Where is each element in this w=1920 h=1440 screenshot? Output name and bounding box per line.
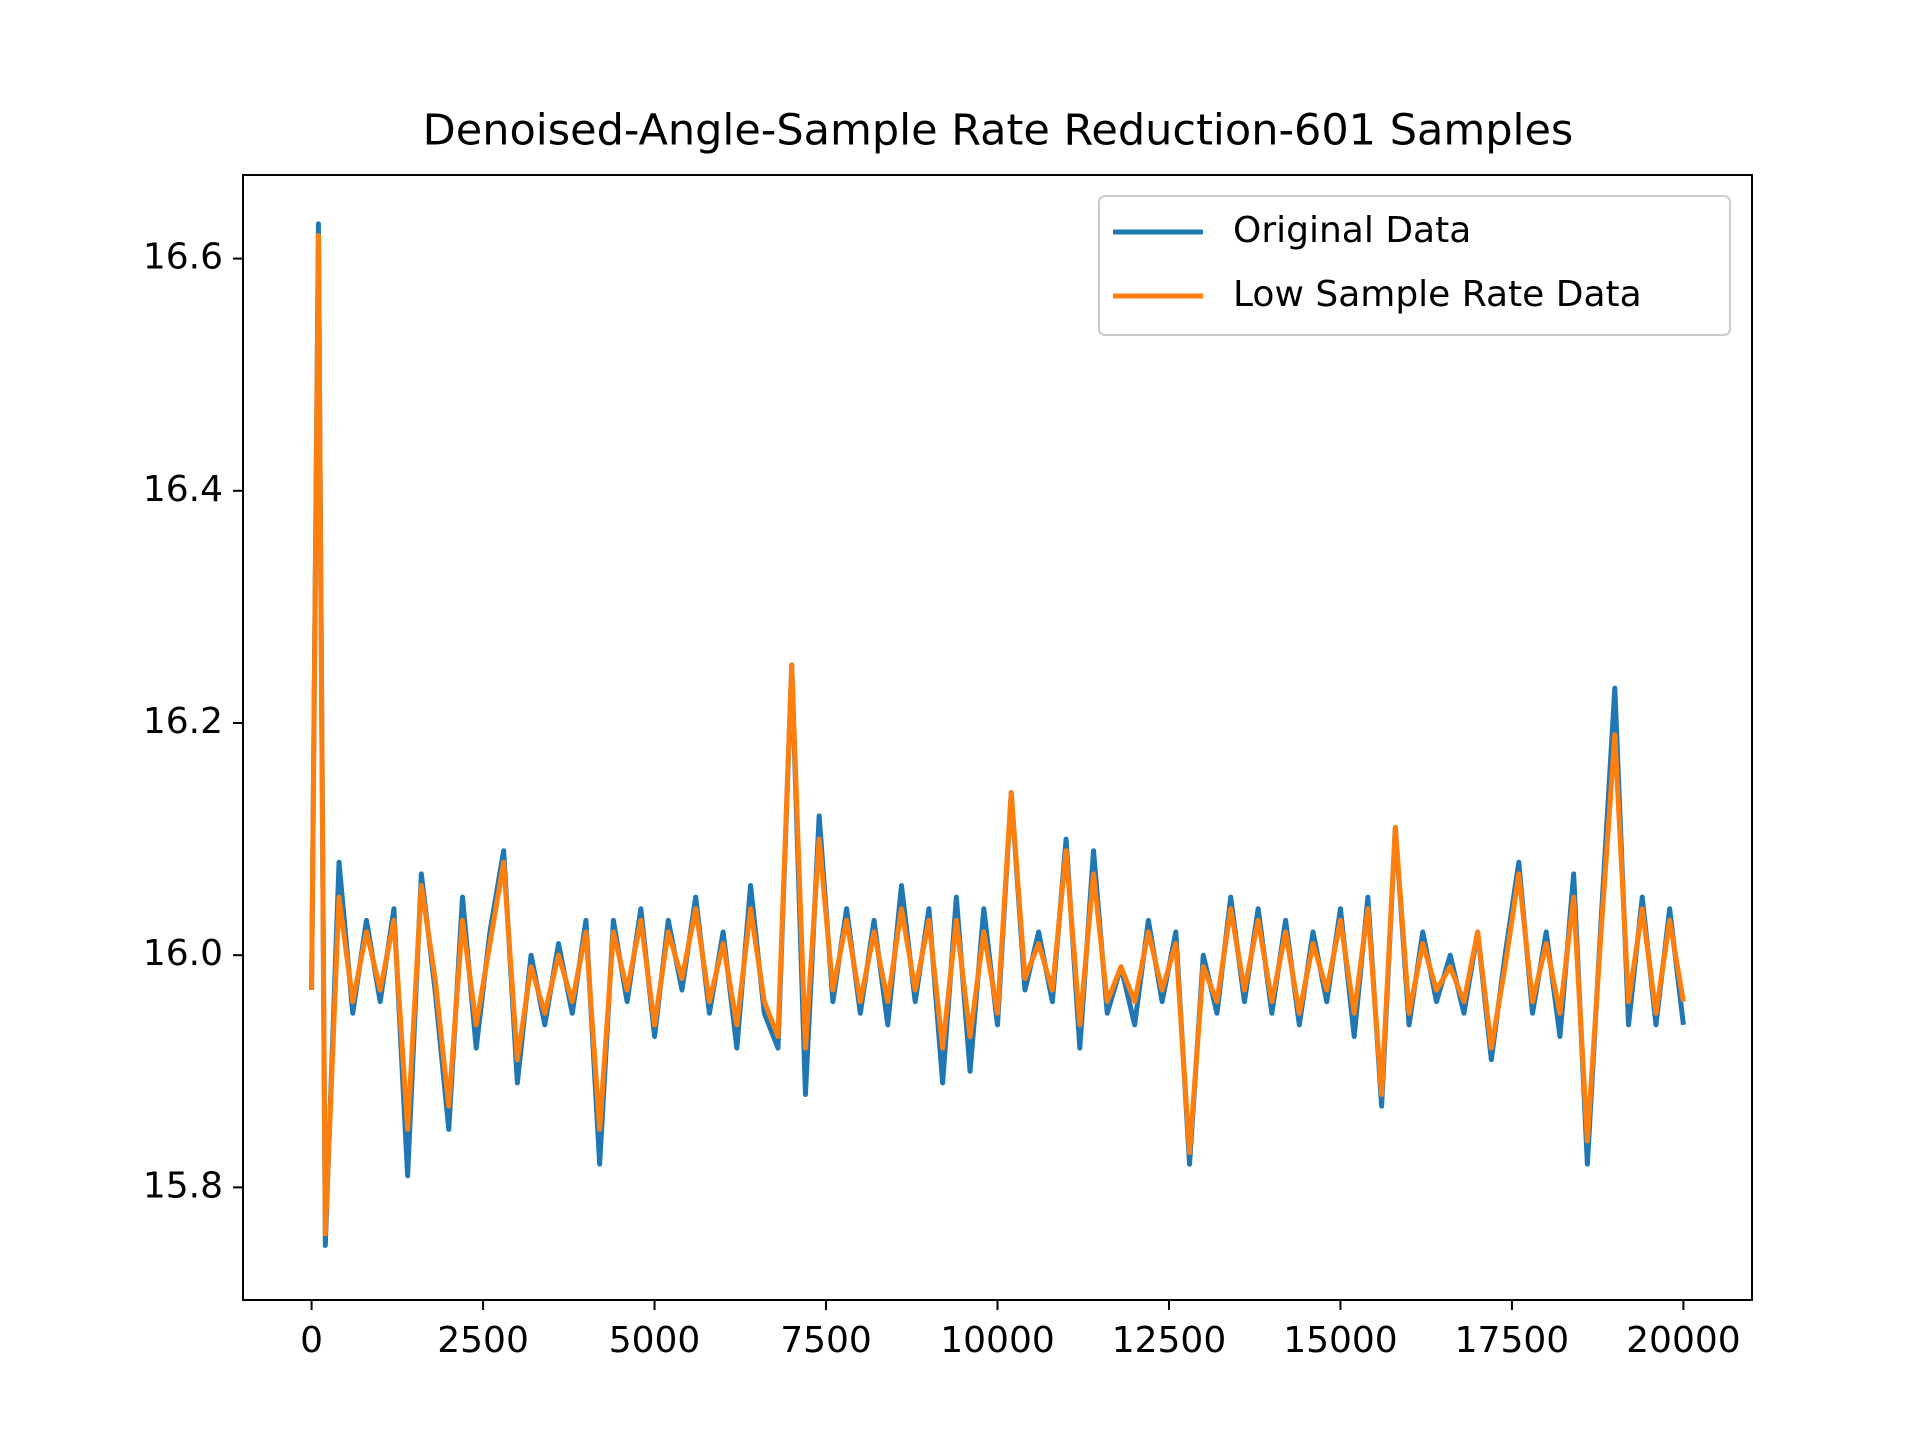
legend-label: Original Data — [1233, 210, 1471, 251]
x-tick-label: 5000 — [609, 1320, 701, 1361]
y-tick-label: 16.4 — [143, 469, 223, 510]
x-tick-label: 15000 — [1283, 1320, 1398, 1361]
x-tick-label: 2500 — [437, 1320, 529, 1361]
y-tick-label: 16.6 — [143, 237, 223, 278]
x-tick-label: 12500 — [1112, 1320, 1227, 1361]
legend-label: Low Sample Rate Data — [1233, 274, 1642, 315]
y-tick-label: 15.8 — [143, 1165, 223, 1206]
x-tick-label: 20000 — [1626, 1320, 1741, 1361]
x-tick-label: 17500 — [1455, 1320, 1570, 1361]
chart-title: Denoised-Angle-Sample Rate Reduction-601… — [423, 106, 1574, 156]
y-tick-label: 16.2 — [143, 701, 223, 742]
plot-frame — [242, 174, 1753, 1301]
x-tick-label: 10000 — [940, 1320, 1055, 1361]
x-tick-label: 7500 — [780, 1320, 872, 1361]
legend-box — [1098, 195, 1731, 336]
x-tick-label: 0 — [300, 1320, 323, 1361]
y-tick-label: 16.0 — [143, 933, 223, 974]
series-line — [309, 232, 1686, 1237]
